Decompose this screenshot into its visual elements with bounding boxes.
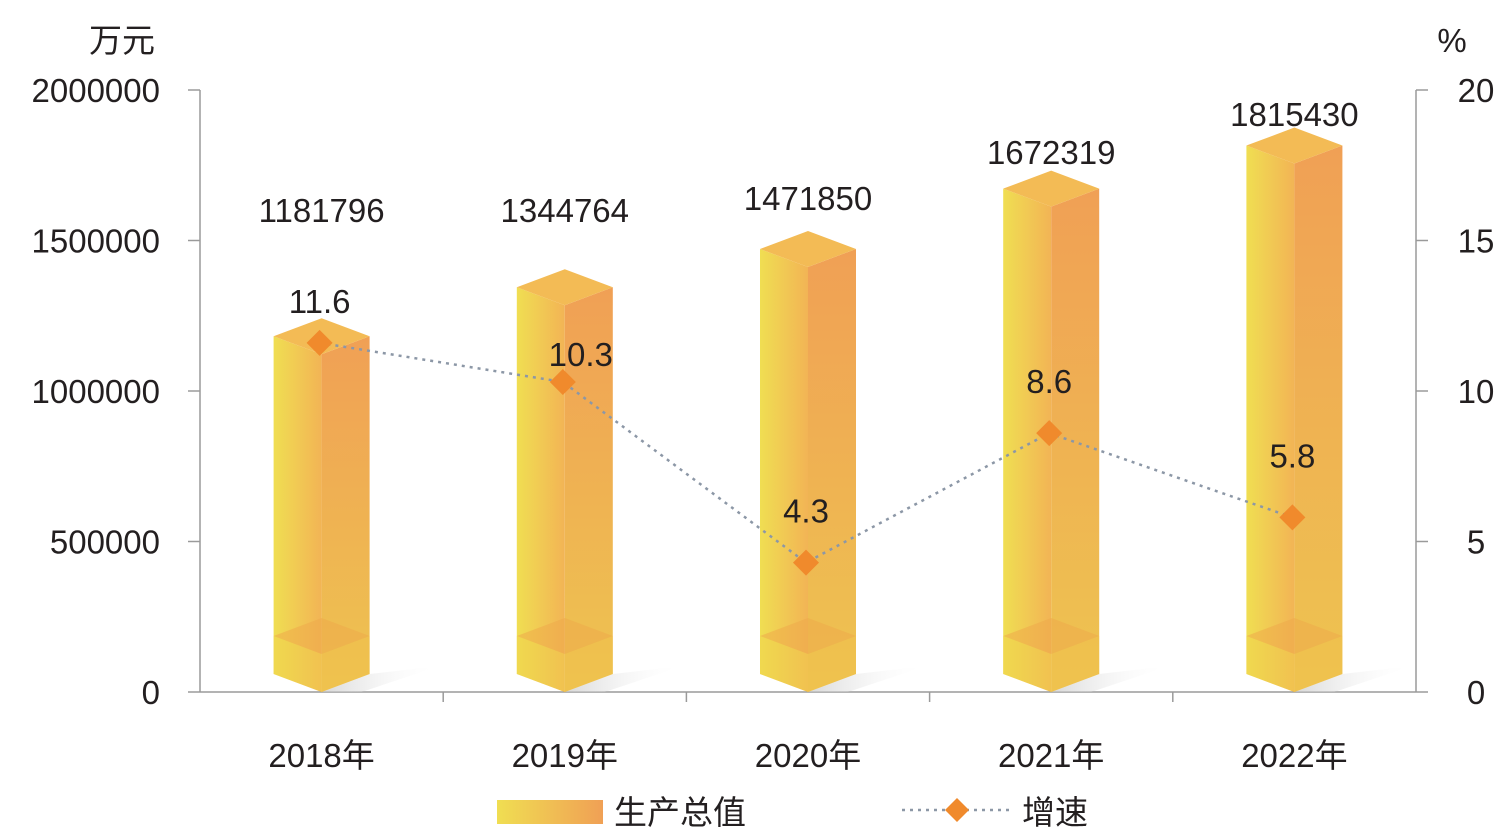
bar-inner-front	[760, 636, 808, 692]
bar-side-face	[564, 287, 613, 692]
bar-side-face	[1051, 188, 1100, 692]
bar-inner-floor	[516, 618, 613, 654]
bar-shadow	[1294, 666, 1413, 692]
growth-value-label: 10.3	[549, 336, 613, 373]
bar-shadow	[1051, 666, 1170, 692]
bar-shadow	[321, 666, 440, 692]
growth-value-label: 8.6	[1026, 363, 1072, 400]
bar-side-face	[321, 336, 370, 692]
bar-front-face	[1246, 145, 1295, 693]
bar	[273, 318, 440, 692]
legend-line-label: 增速	[1022, 794, 1088, 831]
x-tick-label: 2019年	[512, 737, 618, 774]
left-tick-label: 2000000	[32, 72, 160, 109]
bar-shadow	[564, 666, 683, 692]
right-tick-label: 5	[1467, 524, 1485, 561]
bar	[760, 230, 926, 692]
bar-value-label: 1181796	[259, 192, 385, 229]
bar-inner-side	[808, 636, 856, 692]
growth-value-label: 4.3	[783, 493, 829, 530]
right-tick-label: 20	[1458, 72, 1495, 109]
left-tick-label: 500000	[50, 524, 160, 561]
bar-top-face	[516, 269, 613, 306]
x-tick-label: 2022年	[1241, 737, 1347, 774]
bar-value-label: 1471850	[744, 180, 872, 217]
bar-inner-side	[564, 636, 613, 692]
left-tick-label: 0	[142, 674, 160, 711]
bar-side-face	[808, 248, 856, 692]
growth-marker	[793, 549, 819, 576]
left-tick-label: 1000000	[32, 373, 160, 410]
bar	[1003, 170, 1170, 692]
growth-marker	[306, 329, 333, 356]
bar-inner-side	[1294, 636, 1343, 692]
bar-inner-front	[273, 636, 322, 692]
bar-value-label: 1344764	[501, 192, 629, 229]
bar-inner-floor	[273, 618, 370, 654]
bar	[516, 269, 683, 692]
bar-inner-floor	[1246, 618, 1343, 654]
growth-marker	[549, 368, 576, 395]
bar-series	[273, 127, 1413, 693]
bar-front-face	[273, 336, 322, 692]
right-tick-label: 10	[1458, 373, 1495, 410]
x-tick-label: 2020年	[755, 737, 861, 774]
bar-top-face	[760, 230, 856, 267]
bar-top-face	[1246, 127, 1343, 164]
growth-value-label: 5.8	[1269, 437, 1315, 474]
bar-inner-front	[1003, 636, 1052, 692]
bar-front-face	[516, 287, 565, 692]
bar-value-label: 1672319	[987, 134, 1115, 171]
bar-front-face	[1003, 188, 1052, 692]
legend-bar-swatch	[497, 800, 603, 824]
growth-line-series	[306, 329, 1306, 576]
bar-inner-front	[516, 636, 565, 692]
bar-shadow	[808, 666, 926, 692]
bar-front-face	[760, 248, 808, 692]
bar-inner-front	[1246, 636, 1295, 692]
legend-bar-label: 生产总值	[614, 794, 746, 831]
right-tick-label: 15	[1458, 223, 1495, 260]
growth-marker	[1036, 420, 1063, 447]
bar-top-face	[1003, 170, 1100, 207]
axes: 0 500000 1000000 1500000 2000000 0 5 10 15 20 万元 % 2…	[32, 22, 1495, 774]
left-axis-unit: 万元	[89, 22, 155, 59]
growth-marker	[1279, 504, 1306, 531]
data-labels: 1181796 1344764 1471850 1672319 1815430 11.6 1…	[259, 96, 1359, 530]
left-tick-label: 1500000	[32, 223, 160, 260]
growth-value-label: 11.6	[289, 283, 351, 320]
bar-inner-floor	[760, 618, 856, 654]
legend-marker-swatch	[945, 798, 969, 822]
bar-inner-side	[1051, 636, 1100, 692]
legend: 生产总值 增速	[497, 794, 1088, 831]
right-axis-unit: %	[1437, 22, 1466, 59]
bar-inner-floor	[1003, 618, 1100, 654]
right-tick-label: 0	[1467, 674, 1485, 711]
x-tick-label: 2018年	[268, 737, 374, 774]
bar-side-face	[1294, 145, 1343, 693]
bar	[1246, 127, 1413, 693]
bar-inner-side	[321, 636, 370, 692]
x-tick-label: 2021年	[998, 737, 1104, 774]
bar-value-label: 1815430	[1230, 96, 1358, 133]
